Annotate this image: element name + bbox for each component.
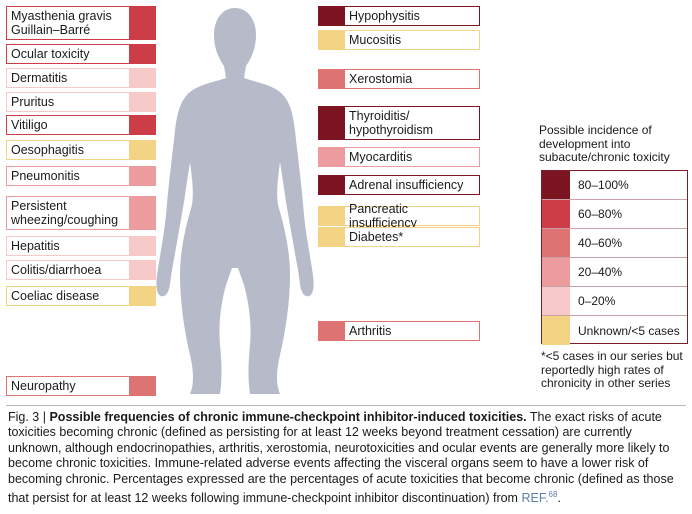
severity-swatch [319, 7, 345, 25]
toxicity-item: Vitiligo [6, 115, 156, 135]
toxicity-label: Persistent wheezing/coughing [11, 199, 119, 227]
toxicity-item: Oesophagitis [6, 140, 156, 160]
severity-swatch [129, 377, 155, 395]
toxicity-label: Mucositis [349, 33, 402, 47]
severity-swatch [319, 31, 345, 49]
toxicity-item: Hypophysitis [318, 6, 480, 26]
legend-title: Possible incidence of development into s… [539, 123, 670, 164]
legend-row: 20–40% [542, 258, 687, 287]
toxicity-item: Xerostomia [318, 69, 480, 89]
severity-swatch [129, 237, 155, 255]
toxicity-item: Coeliac disease [6, 286, 156, 306]
legend-swatch [542, 171, 570, 199]
toxicity-item: Neuropathy [6, 376, 156, 396]
human-body-silhouette [156, 8, 314, 394]
severity-swatch [129, 45, 155, 63]
toxicity-item: Dermatitis [6, 68, 156, 88]
toxicity-item: Myasthenia gravis Guillain–Barré [6, 6, 156, 40]
caption-end: . [557, 491, 561, 506]
legend-label: 20–40% [578, 265, 623, 279]
toxicity-item: Colitis/diarrhoea [6, 260, 156, 280]
figure-caption: Fig. 3 | Possible frequencies of chronic… [8, 410, 688, 507]
severity-swatch [129, 116, 155, 134]
toxicity-label: Coeliac disease [11, 289, 100, 303]
severity-swatch [319, 207, 345, 225]
toxicity-item: Pruritus [6, 92, 156, 112]
toxicity-item: Pneumonitis [6, 166, 156, 186]
severity-swatch [129, 69, 155, 87]
caption-fig-label: Fig. 3 | [8, 410, 50, 424]
toxicity-label: Diabetes* [349, 230, 404, 244]
caption-divider [6, 405, 686, 406]
severity-swatch [319, 148, 345, 166]
severity-swatch [319, 322, 345, 340]
toxicity-label: Dermatitis [11, 71, 68, 85]
severity-swatch [129, 197, 155, 229]
severity-swatch [319, 70, 345, 88]
severity-swatch [129, 7, 155, 39]
toxicity-label: Myasthenia gravis Guillain–Barré [11, 9, 112, 37]
toxicity-item: Myocarditis [318, 147, 480, 167]
toxicity-label: Myocarditis [349, 150, 413, 164]
legend-label: 40–60% [578, 236, 623, 250]
caption-ref[interactable]: REF. [521, 491, 549, 506]
legend-row: 80–100% [542, 171, 687, 200]
toxicity-label: Oesophagitis [11, 143, 84, 157]
toxicity-label: Vitiligo [11, 118, 48, 132]
legend-swatch [542, 200, 570, 228]
toxicity-item: Thyroiditis/ hypothyroidism [318, 106, 480, 140]
toxicity-label: Pancreatic insufficiency [349, 202, 417, 230]
severity-swatch [129, 141, 155, 159]
legend-swatch [542, 287, 570, 315]
toxicity-item: Adrenal insufficiency [318, 175, 480, 195]
severity-swatch [319, 176, 345, 194]
severity-swatch [129, 287, 155, 305]
toxicity-label: Thyroiditis/ hypothyroidism [349, 109, 434, 137]
toxicity-label: Pruritus [11, 95, 55, 109]
toxicity-label: Adrenal insufficiency [349, 178, 464, 192]
caption-text: The exact risks of acute toxicities beco… [8, 410, 674, 506]
severity-swatch [129, 167, 155, 185]
toxicity-item: Ocular toxicity [6, 44, 156, 64]
legend-swatch [542, 316, 570, 345]
legend-label: Unknown/<5 cases [578, 323, 680, 338]
legend-row: 0–20% [542, 287, 687, 316]
toxicity-label: Arthritis [349, 324, 392, 338]
toxicity-item: Persistent wheezing/coughing [6, 196, 156, 230]
severity-swatch [129, 261, 155, 279]
legend-label: 0–20% [578, 294, 616, 308]
legend-row: 40–60% [542, 229, 687, 258]
legend-row: 60–80% [542, 200, 687, 229]
toxicity-item: Diabetes* [318, 227, 480, 247]
toxicity-item: Hepatitis [6, 236, 156, 256]
caption-ref-number[interactable]: 68 [548, 490, 558, 500]
legend-label: 80–100% [578, 178, 629, 192]
toxicity-label: Pneumonitis [11, 169, 80, 183]
legend-swatch [542, 258, 570, 286]
severity-swatch [319, 107, 345, 139]
legend-label: 60–80% [578, 207, 623, 221]
toxicity-label: Hypophysitis [349, 9, 420, 23]
severity-swatch [129, 93, 155, 111]
toxicity-item: Arthritis [318, 321, 480, 341]
legend: 80–100% 60–80% 40–60% 20–40% 0–20% Unknown/<5… [541, 170, 688, 345]
toxicity-label: Ocular toxicity [11, 47, 90, 61]
body-shape [156, 8, 314, 394]
caption-title: Possible frequencies of chronic immune-c… [49, 410, 527, 424]
toxicity-label: Neuropathy [11, 379, 76, 393]
toxicity-item: Mucositis [318, 30, 480, 50]
footnote: *<5 cases in our series but reportedly h… [541, 349, 683, 390]
legend-swatch [542, 229, 570, 257]
legend-row: Unknown/<5 cases [542, 316, 687, 345]
severity-swatch [319, 228, 345, 246]
toxicity-item: Pancreatic insufficiency [318, 202, 480, 230]
toxicity-label: Xerostomia [349, 72, 413, 86]
toxicity-label: Hepatitis [11, 239, 60, 253]
toxicity-label: Colitis/diarrhoea [11, 263, 102, 277]
